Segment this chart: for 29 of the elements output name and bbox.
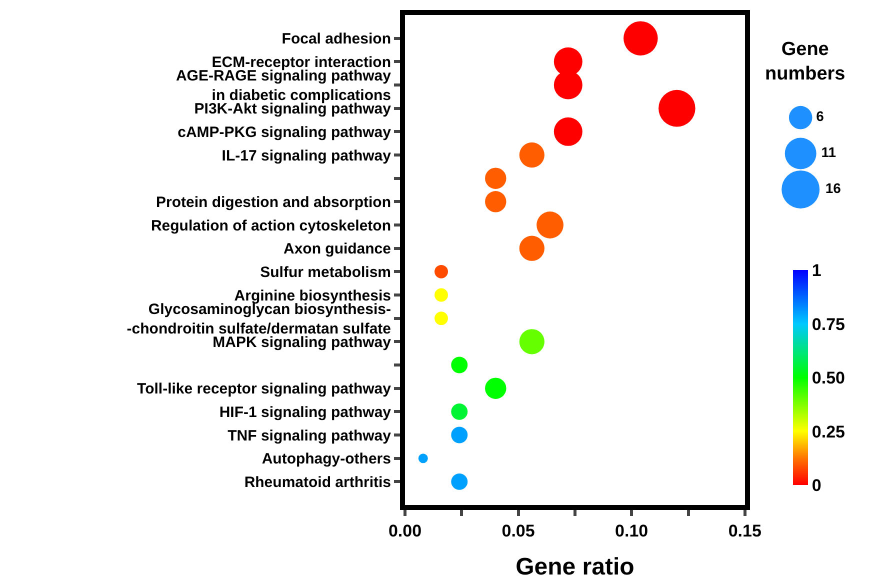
y-tick-label: Axon guidance — [283, 240, 391, 258]
y-tick-label: Protein digestion and absorption — [156, 194, 391, 211]
color-bar-label: 0.50 — [812, 368, 845, 388]
legend-label: 6 — [816, 108, 824, 124]
y-tick-label: MAPK signaling pathway — [212, 334, 392, 351]
y-tick-label: TNF signaling pathway — [228, 427, 392, 444]
y-tick-label: Focal adhesion — [282, 30, 391, 48]
y-tick-label: Sulfur metabolism — [260, 264, 391, 281]
y-tick-label: cAMP-PKG signaling pathway — [178, 124, 392, 141]
y-tick-label: Toll-like receptor signaling pathway — [137, 380, 392, 398]
color-bar-label: 1 — [812, 261, 822, 280]
color-bar-label: 0.25 — [812, 422, 845, 442]
y-tick-label: IL-17 signaling pathway — [222, 147, 392, 164]
color-bar-label: 0.75 — [812, 314, 845, 334]
legend-label: 16 — [825, 180, 842, 196]
x-tick-label: 0.10 — [615, 521, 648, 540]
x-axis-title: Gene ratio — [516, 554, 634, 581]
legend-label: 11 — [821, 144, 836, 160]
y-tick-label: ECM-receptor interaction — [212, 54, 391, 71]
y-tick-label: HIF-1 signaling pathway — [219, 404, 392, 421]
x-tick-label: 0.00 — [388, 521, 422, 540]
y-tick-label: Autophagy-others — [262, 450, 391, 468]
legend-title: Gene numbers — [765, 39, 846, 85]
x-tick-label: 0.15 — [728, 521, 762, 540]
y-tick-label: Rheumatoid arthritis — [244, 474, 391, 491]
y-tick-label: Arginine biosynthesis — [234, 287, 391, 304]
x-tick-label: 0.05 — [502, 521, 535, 540]
color-bar-label: 0 — [812, 476, 822, 496]
y-tick-label: Regulation of action cytoskeleton — [150, 217, 391, 234]
